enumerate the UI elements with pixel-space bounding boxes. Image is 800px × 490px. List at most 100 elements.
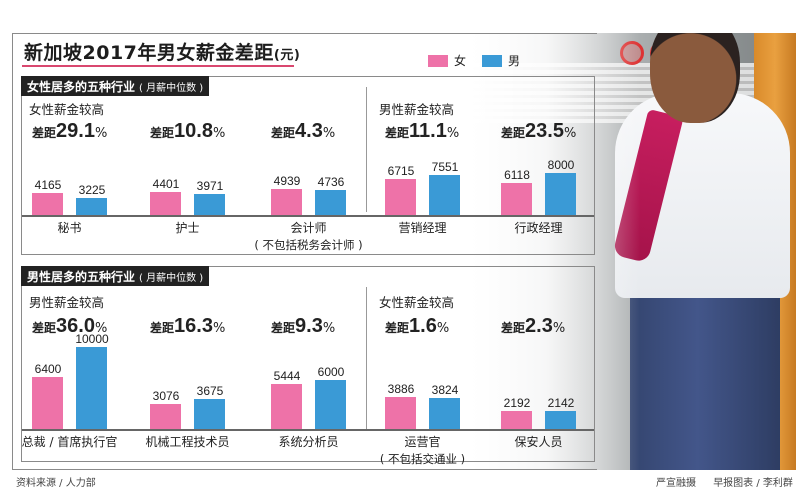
bar-female bbox=[150, 192, 181, 215]
gap-percentage: 差距36.0% bbox=[32, 315, 107, 338]
section-female-dominated: 女性居多的五种行业( 月薪中位数 ) 女性薪金较高 男性薪金较高 bbox=[21, 76, 595, 255]
gap-percentage: 差距29.1% bbox=[32, 120, 107, 143]
value-male: 7551 bbox=[431, 160, 459, 174]
gap-label: 差距 bbox=[385, 321, 410, 335]
bar-male bbox=[315, 380, 346, 429]
percent-sign: % bbox=[322, 321, 336, 336]
percent-sign: % bbox=[322, 126, 336, 141]
legend-swatch-male bbox=[482, 54, 502, 67]
value-male: 6000 bbox=[317, 365, 345, 379]
gap-value: 16.3 bbox=[174, 315, 213, 337]
bar-male bbox=[194, 399, 225, 429]
gap-percentage: 差距2.3% bbox=[501, 315, 565, 338]
category-name: 总裁 / 首席执行官 bbox=[21, 435, 118, 449]
category-name: 机械工程技术员 bbox=[145, 435, 230, 449]
bar-male bbox=[429, 175, 460, 215]
value-male: 3971 bbox=[196, 179, 224, 193]
person-trousers bbox=[630, 273, 780, 470]
category-name: 系统分析员 bbox=[278, 435, 339, 449]
value-female: 3886 bbox=[387, 382, 415, 396]
gap-value: 10.8 bbox=[174, 120, 213, 142]
value-female: 2192 bbox=[503, 396, 531, 410]
gap-percentage: 差距9.3% bbox=[271, 315, 335, 338]
value-female: 4165 bbox=[34, 178, 62, 192]
bar-female bbox=[32, 193, 63, 215]
bar-male bbox=[76, 198, 107, 215]
gap-label: 差距 bbox=[385, 126, 410, 140]
legend-label-male: 男 bbox=[508, 54, 521, 68]
bar-female bbox=[385, 397, 416, 429]
category-name: 会计师 bbox=[290, 221, 327, 235]
bar-female bbox=[501, 411, 532, 429]
gap-label: 差距 bbox=[271, 126, 296, 140]
category-name: 保安人员 bbox=[514, 435, 563, 449]
percent-sign: % bbox=[94, 126, 108, 141]
gap-label: 差距 bbox=[150, 321, 175, 335]
gap-label: 差距 bbox=[501, 321, 526, 335]
category-label: 会计师 ( 不包括税务会计师 ) bbox=[231, 219, 386, 253]
section-header-title: 女性居多的五种行业 bbox=[27, 80, 136, 94]
gap-value: 23.5 bbox=[525, 120, 564, 142]
category-name: 营销经理 bbox=[398, 221, 447, 235]
bar-male bbox=[545, 173, 576, 215]
section-header-sub: ( 月薪中位数 ) bbox=[139, 273, 204, 284]
category-name: 护士 bbox=[175, 221, 200, 235]
chart-title: 新加坡2017年男女薪金差距(元) bbox=[24, 38, 300, 65]
category-label: 营销经理 bbox=[345, 219, 500, 236]
bar-male bbox=[545, 411, 576, 429]
value-female: 6118 bbox=[504, 168, 530, 182]
value-male: 3824 bbox=[431, 383, 459, 397]
gap-percentage: 差距10.8% bbox=[150, 120, 225, 143]
section-male-dominated: 男性居多的五种行业( 月薪中位数 ) 男性薪金较高 女性薪金较高 bbox=[21, 266, 595, 462]
value-female: 5444 bbox=[273, 369, 301, 383]
section-header-title: 男性居多的五种行业 bbox=[27, 270, 136, 284]
bar-male bbox=[315, 190, 346, 215]
infographic-frame bbox=[12, 33, 597, 470]
bar-female bbox=[150, 404, 181, 429]
value-male: 3225 bbox=[78, 183, 106, 197]
gap-percentage: 差距16.3% bbox=[150, 315, 225, 338]
gap-label: 差距 bbox=[32, 126, 57, 140]
value-male: 10000 bbox=[75, 332, 109, 346]
category-name: 运营官 bbox=[404, 435, 441, 449]
chart-title-unit: (元) bbox=[273, 48, 301, 63]
graphic-credit: 早报图表 / 李利群 bbox=[713, 478, 793, 489]
percent-sign: % bbox=[212, 321, 226, 336]
chart-title-text: 新加坡2017年男女薪金差距 bbox=[24, 42, 274, 64]
category-name: 秘书 bbox=[57, 221, 82, 235]
person-head bbox=[650, 33, 740, 123]
percent-sign: % bbox=[563, 126, 577, 141]
category-note: ( 不包括交通业 ) bbox=[379, 452, 466, 466]
category-label: 秘书 bbox=[0, 219, 147, 236]
gap-percentage: 差距4.3% bbox=[271, 120, 335, 143]
chart-baseline bbox=[22, 429, 594, 431]
category-label: 护士 bbox=[110, 219, 265, 236]
category-label: 机械工程技术员 bbox=[110, 433, 265, 450]
gap-value: 9.3 bbox=[295, 315, 323, 337]
gap-percentage: 差距1.6% bbox=[385, 315, 449, 338]
photo-credit: 严宣融摄 bbox=[656, 478, 696, 489]
group-note: 男性薪金较高 bbox=[29, 295, 105, 310]
category-label: 运营官 ( 不包括交通业 ) bbox=[345, 433, 500, 467]
group-divider bbox=[366, 87, 367, 212]
group-note: 女性薪金较高 bbox=[29, 102, 105, 117]
category-label: 保安人员 bbox=[461, 433, 616, 450]
gap-label: 差距 bbox=[32, 321, 57, 335]
title-underline bbox=[22, 65, 294, 67]
gap-value: 2.3 bbox=[525, 315, 553, 337]
group-note: 女性薪金较高 bbox=[379, 295, 455, 310]
value-male: 8000 bbox=[547, 158, 575, 172]
category-label: 总裁 / 首席执行官 bbox=[0, 433, 147, 450]
bar-female bbox=[32, 377, 63, 429]
bar-female bbox=[271, 189, 302, 215]
chart-baseline bbox=[22, 215, 594, 217]
value-female: 4939 bbox=[273, 174, 301, 188]
value-female: 4401 bbox=[152, 177, 180, 191]
source-note: 资料来源 / 人力部 bbox=[16, 478, 96, 489]
legend-swatch-female bbox=[428, 54, 448, 67]
value-female: 3076 bbox=[152, 389, 180, 403]
section-header-sub: ( 月薪中位数 ) bbox=[139, 83, 204, 94]
percent-sign: % bbox=[212, 126, 226, 141]
value-female: 6400 bbox=[34, 362, 62, 376]
legend-label-female: 女 bbox=[454, 54, 467, 68]
